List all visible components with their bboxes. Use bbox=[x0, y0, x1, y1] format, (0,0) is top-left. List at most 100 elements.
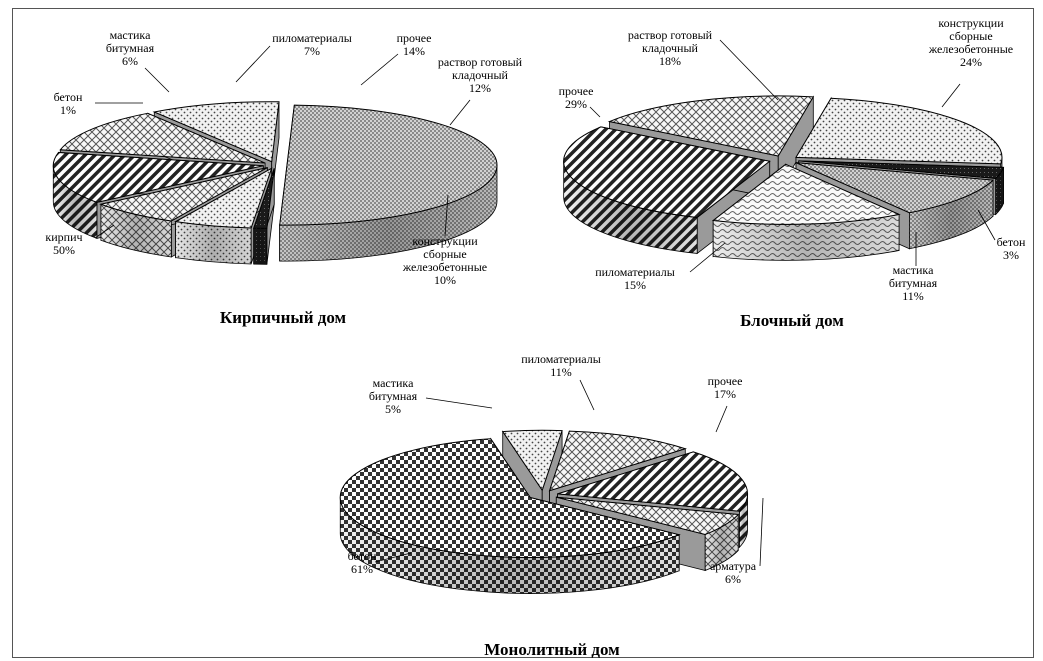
pie-slice-top bbox=[99, 167, 268, 222]
leader-line bbox=[715, 405, 728, 433]
slice-label-text: кирпич bbox=[45, 230, 82, 244]
leader-line bbox=[579, 379, 595, 411]
pie-slice-top bbox=[174, 167, 273, 229]
leader-line bbox=[374, 552, 412, 563]
slice-percent: 18% bbox=[659, 54, 681, 68]
pie-slice-side-shade bbox=[340, 497, 680, 594]
slice-label-text: мастика bbox=[373, 376, 414, 390]
slice-percent: 29% bbox=[565, 97, 587, 111]
pie-slice bbox=[339, 437, 681, 594]
slice-label-text: железобетонные bbox=[402, 260, 487, 274]
slice-label-text: кладочный bbox=[642, 41, 698, 55]
slice-label-text: прочее bbox=[559, 84, 594, 98]
pie-slice-top bbox=[557, 451, 749, 512]
slice-label-text: прочее bbox=[708, 374, 743, 388]
leader-line bbox=[977, 209, 996, 241]
leader-line bbox=[719, 39, 779, 101]
pie-slice-side-shade bbox=[739, 493, 748, 548]
slice-label-text: пиломатериалы bbox=[521, 352, 601, 366]
slice-label-text: раствор готовый bbox=[628, 28, 713, 42]
slice-percent: 14% bbox=[403, 44, 425, 58]
chart-title: Кирпичный дом bbox=[220, 308, 347, 327]
pie-slice-side-shade bbox=[909, 180, 994, 249]
slice-label-text: раствор готовый bbox=[438, 55, 523, 69]
pie-slice-top bbox=[152, 101, 280, 163]
slice-label-text: бетон bbox=[348, 549, 377, 563]
slice-label-text: пиломатериалы bbox=[272, 31, 352, 45]
slice-percent: 61% bbox=[351, 562, 373, 576]
slice-label-text: конструкции bbox=[938, 16, 1004, 30]
pie-slice-side-shade bbox=[53, 165, 97, 239]
leader-line bbox=[144, 67, 170, 93]
pie-slice-top bbox=[795, 162, 995, 214]
slice-label-text: сборные bbox=[949, 29, 992, 43]
pie-slice-top bbox=[556, 496, 740, 535]
slice-label-text: битумная bbox=[369, 389, 418, 403]
slice-label-text: кладочный bbox=[452, 68, 508, 82]
pie-slice-side-shade bbox=[995, 167, 1004, 215]
figure-frame bbox=[12, 8, 1034, 658]
pie-slice-side-shade bbox=[253, 228, 267, 265]
pie-slice-top bbox=[253, 168, 275, 229]
leader-line bbox=[94, 224, 115, 239]
slice-label-text: сборные bbox=[423, 247, 466, 261]
chart-title: Блочный дом bbox=[740, 311, 844, 330]
slice-label-text: прочее bbox=[397, 31, 432, 45]
pie-slice-top bbox=[501, 429, 563, 492]
slice-label-text: бетон bbox=[54, 90, 83, 104]
leader-line bbox=[449, 99, 471, 126]
pie-slice-side-shade bbox=[713, 214, 900, 261]
slice-label-text: конструкции bbox=[412, 234, 478, 248]
pie-slice-side-shade bbox=[100, 204, 172, 257]
slice-percent: 3% bbox=[1003, 248, 1019, 262]
leader-line bbox=[589, 106, 601, 118]
slice-label-text: бетон bbox=[997, 235, 1026, 249]
slice-percent: 5% bbox=[385, 402, 401, 416]
pie-slice-top bbox=[52, 151, 264, 203]
pie-slice bbox=[563, 126, 771, 255]
pie-slice bbox=[279, 104, 498, 262]
pie-slice-top bbox=[795, 97, 1003, 165]
leader-line bbox=[360, 53, 399, 86]
pie-slice bbox=[174, 167, 273, 265]
slice-percent: 17% bbox=[714, 387, 736, 401]
slice-label-text: арматура bbox=[710, 559, 757, 573]
pie-slice-side-shade bbox=[279, 165, 497, 262]
slice-label-text: битумная bbox=[889, 276, 938, 290]
leader-line bbox=[444, 194, 449, 237]
pie-slice-top bbox=[59, 112, 266, 164]
slice-label-text: мастика bbox=[893, 263, 934, 277]
slice-percent: 24% bbox=[960, 55, 982, 69]
slice-percent: 50% bbox=[53, 243, 75, 257]
pie-slice-top bbox=[548, 430, 687, 492]
leader-line bbox=[425, 397, 493, 409]
leader-line bbox=[941, 83, 961, 108]
slice-label-text: пиломатериалы bbox=[595, 265, 675, 279]
slice-percent: 7% bbox=[304, 44, 320, 58]
leader-line bbox=[689, 242, 726, 273]
pie-slice-side-shade bbox=[705, 514, 739, 571]
slice-label-text: битумная bbox=[106, 41, 155, 55]
